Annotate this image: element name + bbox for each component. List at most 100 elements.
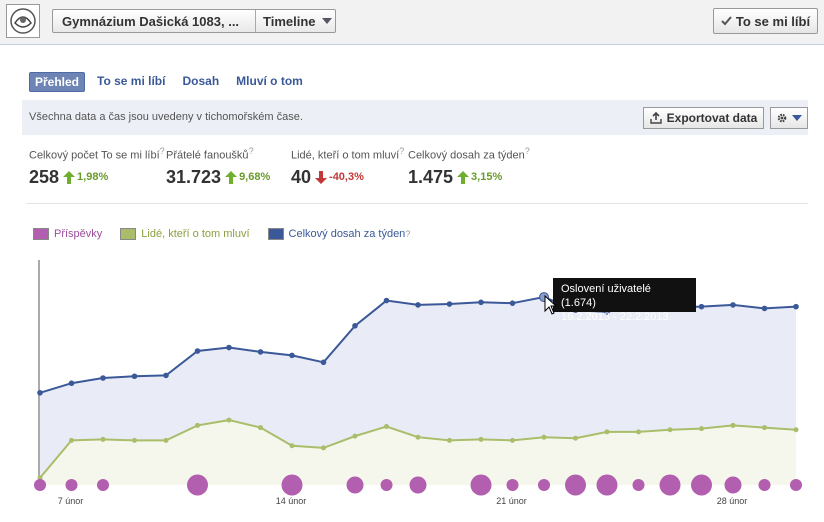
tooltip-title: Oslovení uživatelé (1.674) [561,283,651,309]
stat-weekly-reach: Celkový dosah za týden? 1.475 3,15% [408,146,530,188]
legend-item-weekly-reach[interactable]: Celkový dosah za týden? [267,228,411,240]
stat-change: 9,68% [239,171,271,184]
export-icon [649,112,662,124]
stat-label: Lidé, kteří o tom mluví [291,149,400,162]
stat-change: 1,98% [77,171,109,184]
legend-item-talking-about[interactable]: Lidé, kteří o tom mluví [120,228,250,240]
talking-about-point [384,424,389,429]
talking-about-point [510,437,515,443]
posts-bubble [632,479,645,491]
posts-bubble [380,479,393,491]
x-tick-label: 28 únor [717,496,748,506]
export-label: Exportovat data [666,111,758,125]
stat-total-likes: Celkový počet To se mi líbí? 258 1,98% [29,146,165,188]
talking-about-point [793,427,799,433]
talking-about-point [604,429,610,435]
tab-reach[interactable]: Dosah [182,74,220,88]
talking-about-point [478,436,484,442]
help-icon[interactable]: ? [399,146,405,156]
reach-point [289,352,295,359]
reach-point [383,297,390,304]
posts-bubble [346,476,364,494]
posts-bubble [538,479,550,491]
reach-point [194,348,201,354]
reach-point [730,302,736,308]
help-icon[interactable]: ? [159,146,165,156]
reach-point [163,372,169,379]
posts-bubble [790,479,802,491]
stat-friends-of-fans: Přátelé fanoušků? 31.723 9,68% [166,146,270,188]
tab-overview[interactable]: Přehled [29,72,86,92]
talking-about-area [40,420,796,485]
selector-divider [255,10,256,32]
posts-bubble [65,479,78,491]
help-icon[interactable]: ? [248,146,254,156]
page-name[interactable]: Gymnázium Dašická 1083, ... [62,13,240,29]
reach-point [698,303,705,310]
x-tick-label: 21 únor [496,496,527,506]
legend-item-posts[interactable]: Příspěvky [33,228,102,240]
talking-about-point [321,445,326,451]
posts-bubble [470,474,492,496]
talking-about-point [258,425,263,431]
legend-swatch [267,228,284,240]
stat-value: 1.475 [408,166,454,187]
talking-about-point [195,422,200,428]
settings-button[interactable] [770,107,808,129]
view-switch[interactable]: Timeline [256,14,332,29]
talking-about-point [37,475,43,481]
like-button[interactable]: To se mi líbí [713,8,818,34]
legend-swatch [120,228,137,240]
stat-label: Přátelé fanoušků [166,149,249,162]
reach-point [68,380,75,387]
posts-bubble [691,474,712,496]
talking-about-point [541,434,547,440]
x-tick-label: 14 únor [276,496,307,506]
talking-about-point [352,433,358,439]
legend-label: Lidé, kteří o tom mluví [141,228,250,240]
chart-legend: Příspěvky Lidé, kteří o tom mluví Celkov… [33,228,428,240]
like-label: To se mi líbí [735,13,811,29]
legend-label: Celkový dosah za týden [288,228,406,240]
arrow-up-icon [225,170,238,184]
talking-about-point [289,443,295,449]
talking-about-point [636,429,641,435]
help-icon[interactable]: ? [405,229,411,239]
reach-point [478,299,484,306]
insights-tabs: Přehled To se mi líbí Dosah Mluví o tom [29,72,315,92]
talking-about-point [415,434,421,440]
export-data-button[interactable]: Exportovat data [643,107,764,129]
stat-label: Celkový počet To se mi líbí [29,149,160,162]
tab-talking-about[interactable]: Mluví o tom [236,74,303,88]
talking-about-point [447,437,452,443]
timezone-note: Všechna data a čas jsou uvedeny v tichom… [29,111,303,123]
posts-bubble [409,476,427,494]
legend-label: Příspěvky [54,228,103,240]
stat-change: -40,3% [329,171,364,184]
arrow-up-icon [63,170,76,184]
reach-point [761,305,768,312]
school-crest-icon [10,8,36,34]
reach-point [131,373,138,380]
reach-point [37,389,43,396]
stat-value: 40 [291,166,312,187]
talking-about-point [226,417,232,423]
chevron-down-icon [792,115,802,121]
info-bar: Všechna data a čas jsou uvedeny v tichom… [22,100,808,135]
talking-about-point [699,426,704,432]
checkmark-icon [721,16,732,26]
chart-tooltip: Oslovení uživatelé (1.674) 16.2.2013 - 2… [553,278,696,323]
reach-point [100,375,106,381]
top-bar: Gymnázium Dašická 1083, ... Timeline To … [0,0,824,45]
help-icon[interactable]: ? [524,146,530,156]
posts-bubble [34,479,46,491]
reach-point [415,302,421,308]
insights-chart: 7 únor 14 únor 21 únor 28 únor [34,260,802,506]
talking-about-point [762,425,767,431]
reach-point [320,359,327,366]
chevron-down-icon [321,18,332,24]
talking-about-point [69,437,74,443]
page-logo[interactable] [6,4,40,38]
page-selector[interactable]: Gymnázium Dašická 1083, ... Timeline [52,9,336,33]
tab-likes[interactable]: To se mi líbí [97,74,166,88]
